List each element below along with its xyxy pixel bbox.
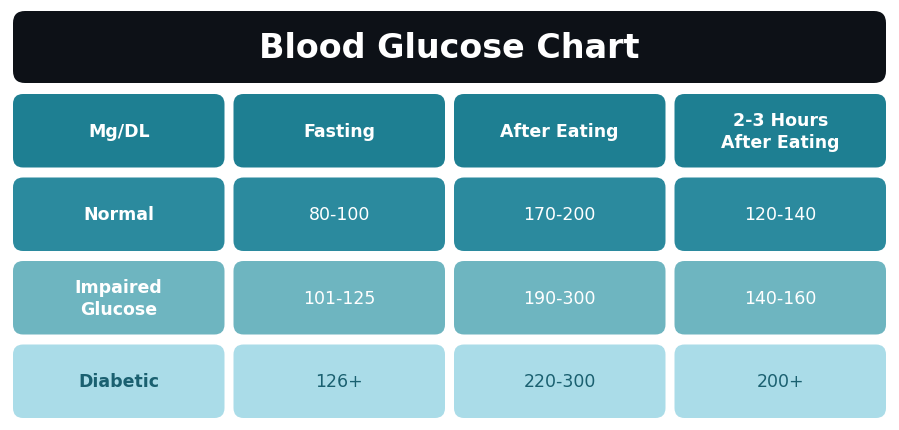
- FancyBboxPatch shape: [454, 95, 665, 168]
- FancyBboxPatch shape: [234, 95, 445, 168]
- FancyBboxPatch shape: [234, 345, 445, 418]
- FancyBboxPatch shape: [234, 178, 445, 252]
- Text: 2-3 Hours
After Eating: 2-3 Hours After Eating: [721, 111, 840, 151]
- FancyBboxPatch shape: [454, 178, 665, 252]
- FancyBboxPatch shape: [13, 12, 886, 84]
- Text: Fasting: Fasting: [303, 123, 375, 141]
- FancyBboxPatch shape: [13, 178, 225, 252]
- Text: After Eating: After Eating: [501, 123, 619, 141]
- Text: 190-300: 190-300: [523, 289, 596, 307]
- Text: Diabetic: Diabetic: [78, 372, 159, 390]
- Text: 126+: 126+: [316, 372, 363, 390]
- Text: Mg/DL: Mg/DL: [88, 123, 149, 141]
- Text: 101-125: 101-125: [303, 289, 376, 307]
- FancyBboxPatch shape: [674, 345, 886, 418]
- Text: Blood Glucose Chart: Blood Glucose Chart: [259, 31, 640, 64]
- Text: Normal: Normal: [84, 206, 155, 224]
- FancyBboxPatch shape: [674, 95, 886, 168]
- FancyBboxPatch shape: [13, 261, 225, 335]
- FancyBboxPatch shape: [454, 345, 665, 418]
- Text: 200+: 200+: [756, 372, 804, 390]
- FancyBboxPatch shape: [234, 261, 445, 335]
- Text: 170-200: 170-200: [523, 206, 596, 224]
- Text: 120-140: 120-140: [744, 206, 816, 224]
- Text: 220-300: 220-300: [523, 372, 596, 390]
- Text: 140-160: 140-160: [744, 289, 816, 307]
- Text: Impaired
Glucose: Impaired Glucose: [75, 278, 163, 318]
- FancyBboxPatch shape: [13, 345, 225, 418]
- FancyBboxPatch shape: [454, 261, 665, 335]
- FancyBboxPatch shape: [13, 95, 225, 168]
- Text: 80-100: 80-100: [308, 206, 369, 224]
- FancyBboxPatch shape: [674, 178, 886, 252]
- FancyBboxPatch shape: [674, 261, 886, 335]
